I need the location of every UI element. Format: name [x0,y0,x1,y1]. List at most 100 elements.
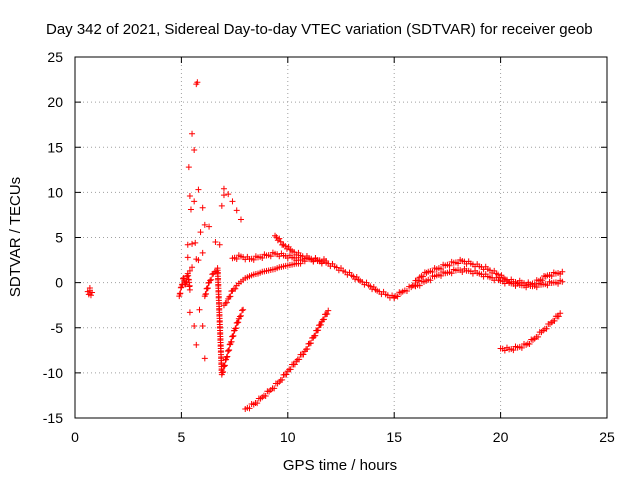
data-point [535,333,542,340]
data-point [197,229,204,236]
grid-lines [75,57,607,418]
data-point [240,306,247,313]
data-point [177,284,184,291]
data-point [283,371,290,378]
data-point [518,344,525,351]
data-points [84,79,566,412]
data-point [533,284,540,291]
data-point [254,400,261,407]
y-tick-label: 5 [55,230,63,246]
data-point [539,277,546,284]
x-tick-label: 20 [493,429,509,445]
data-point [246,405,253,412]
x-tick-label: 15 [386,429,402,445]
data-point [271,385,278,392]
series-late-diagonal-rise [497,310,564,354]
data-point [559,268,566,275]
data-point [438,272,445,279]
data-point [223,354,230,361]
data-point [236,313,243,320]
data-point [233,255,240,262]
data-point [199,249,206,256]
data-point [296,356,303,363]
data-point [195,186,202,193]
x-tick-label: 5 [178,429,186,445]
data-point [548,273,555,280]
y-tick-label: 0 [55,275,63,291]
data-point [427,277,434,284]
data-point [87,292,94,299]
data-point [317,321,324,328]
data-point [189,264,196,271]
data-point [179,275,186,282]
y-tick-label: 10 [47,184,63,200]
data-point [203,290,210,297]
axis-ticks: 0 5 10 15 20 25 -15 -10 -5 0 5 10 15 20 25 [43,49,615,445]
x-tick-label: 25 [599,429,615,445]
data-point [267,253,274,260]
data-point [403,287,410,294]
data-point [228,338,235,345]
data-point [194,79,201,86]
data-point [186,286,193,293]
y-tick-label: 15 [47,139,63,155]
data-point [220,368,227,375]
x-tick-label: 10 [280,429,296,445]
data-point [185,164,192,171]
data-point [189,240,196,247]
data-point [438,265,445,272]
data-point [415,277,422,284]
x-axis-title: GPS time / hours [283,457,397,474]
chart-title: Day 342 of 2021, Sidereal Day-to-day VTE… [46,21,593,38]
data-point [227,293,234,300]
data-point [199,322,206,329]
data-point [272,232,279,239]
data-point [232,285,239,292]
data-point [191,198,198,205]
data-point [192,239,199,246]
y-tick-label: -15 [43,410,63,426]
data-point [273,234,280,241]
data-point [233,325,240,332]
data-point [307,340,314,347]
data-point [304,345,311,352]
data-point [222,356,229,363]
data-point [225,347,232,354]
data-point [193,256,200,263]
series-pre-dawn-cluster [84,285,96,299]
data-point [229,198,236,205]
data-point [459,268,466,275]
data-point [416,282,423,289]
data-point [184,254,191,261]
data-point [237,312,244,319]
data-point [177,290,184,297]
data-point [262,392,269,399]
data-point [186,192,193,199]
data-point [206,223,213,230]
data-point [186,309,193,316]
data-point [225,191,232,198]
data-point [193,341,200,348]
x-tick-label: 0 [71,429,79,445]
data-point [187,206,194,213]
data-point [557,310,564,317]
data-point [186,267,193,274]
data-point [191,146,198,153]
data-point [239,307,246,314]
data-point [201,355,208,362]
y-tick-label: 25 [47,49,63,65]
series-afternoon-band [391,256,566,301]
data-point [222,300,229,307]
data-point [448,270,455,277]
data-point [324,311,331,318]
series-scattered-outliers [184,79,227,362]
data-point [220,363,227,370]
data-point [543,325,550,332]
data-point [220,185,227,192]
series-evening-arc [220,260,304,309]
data-point [555,280,562,287]
data-point [291,361,298,368]
y-tick-label: -5 [51,320,64,336]
data-point [221,362,228,369]
